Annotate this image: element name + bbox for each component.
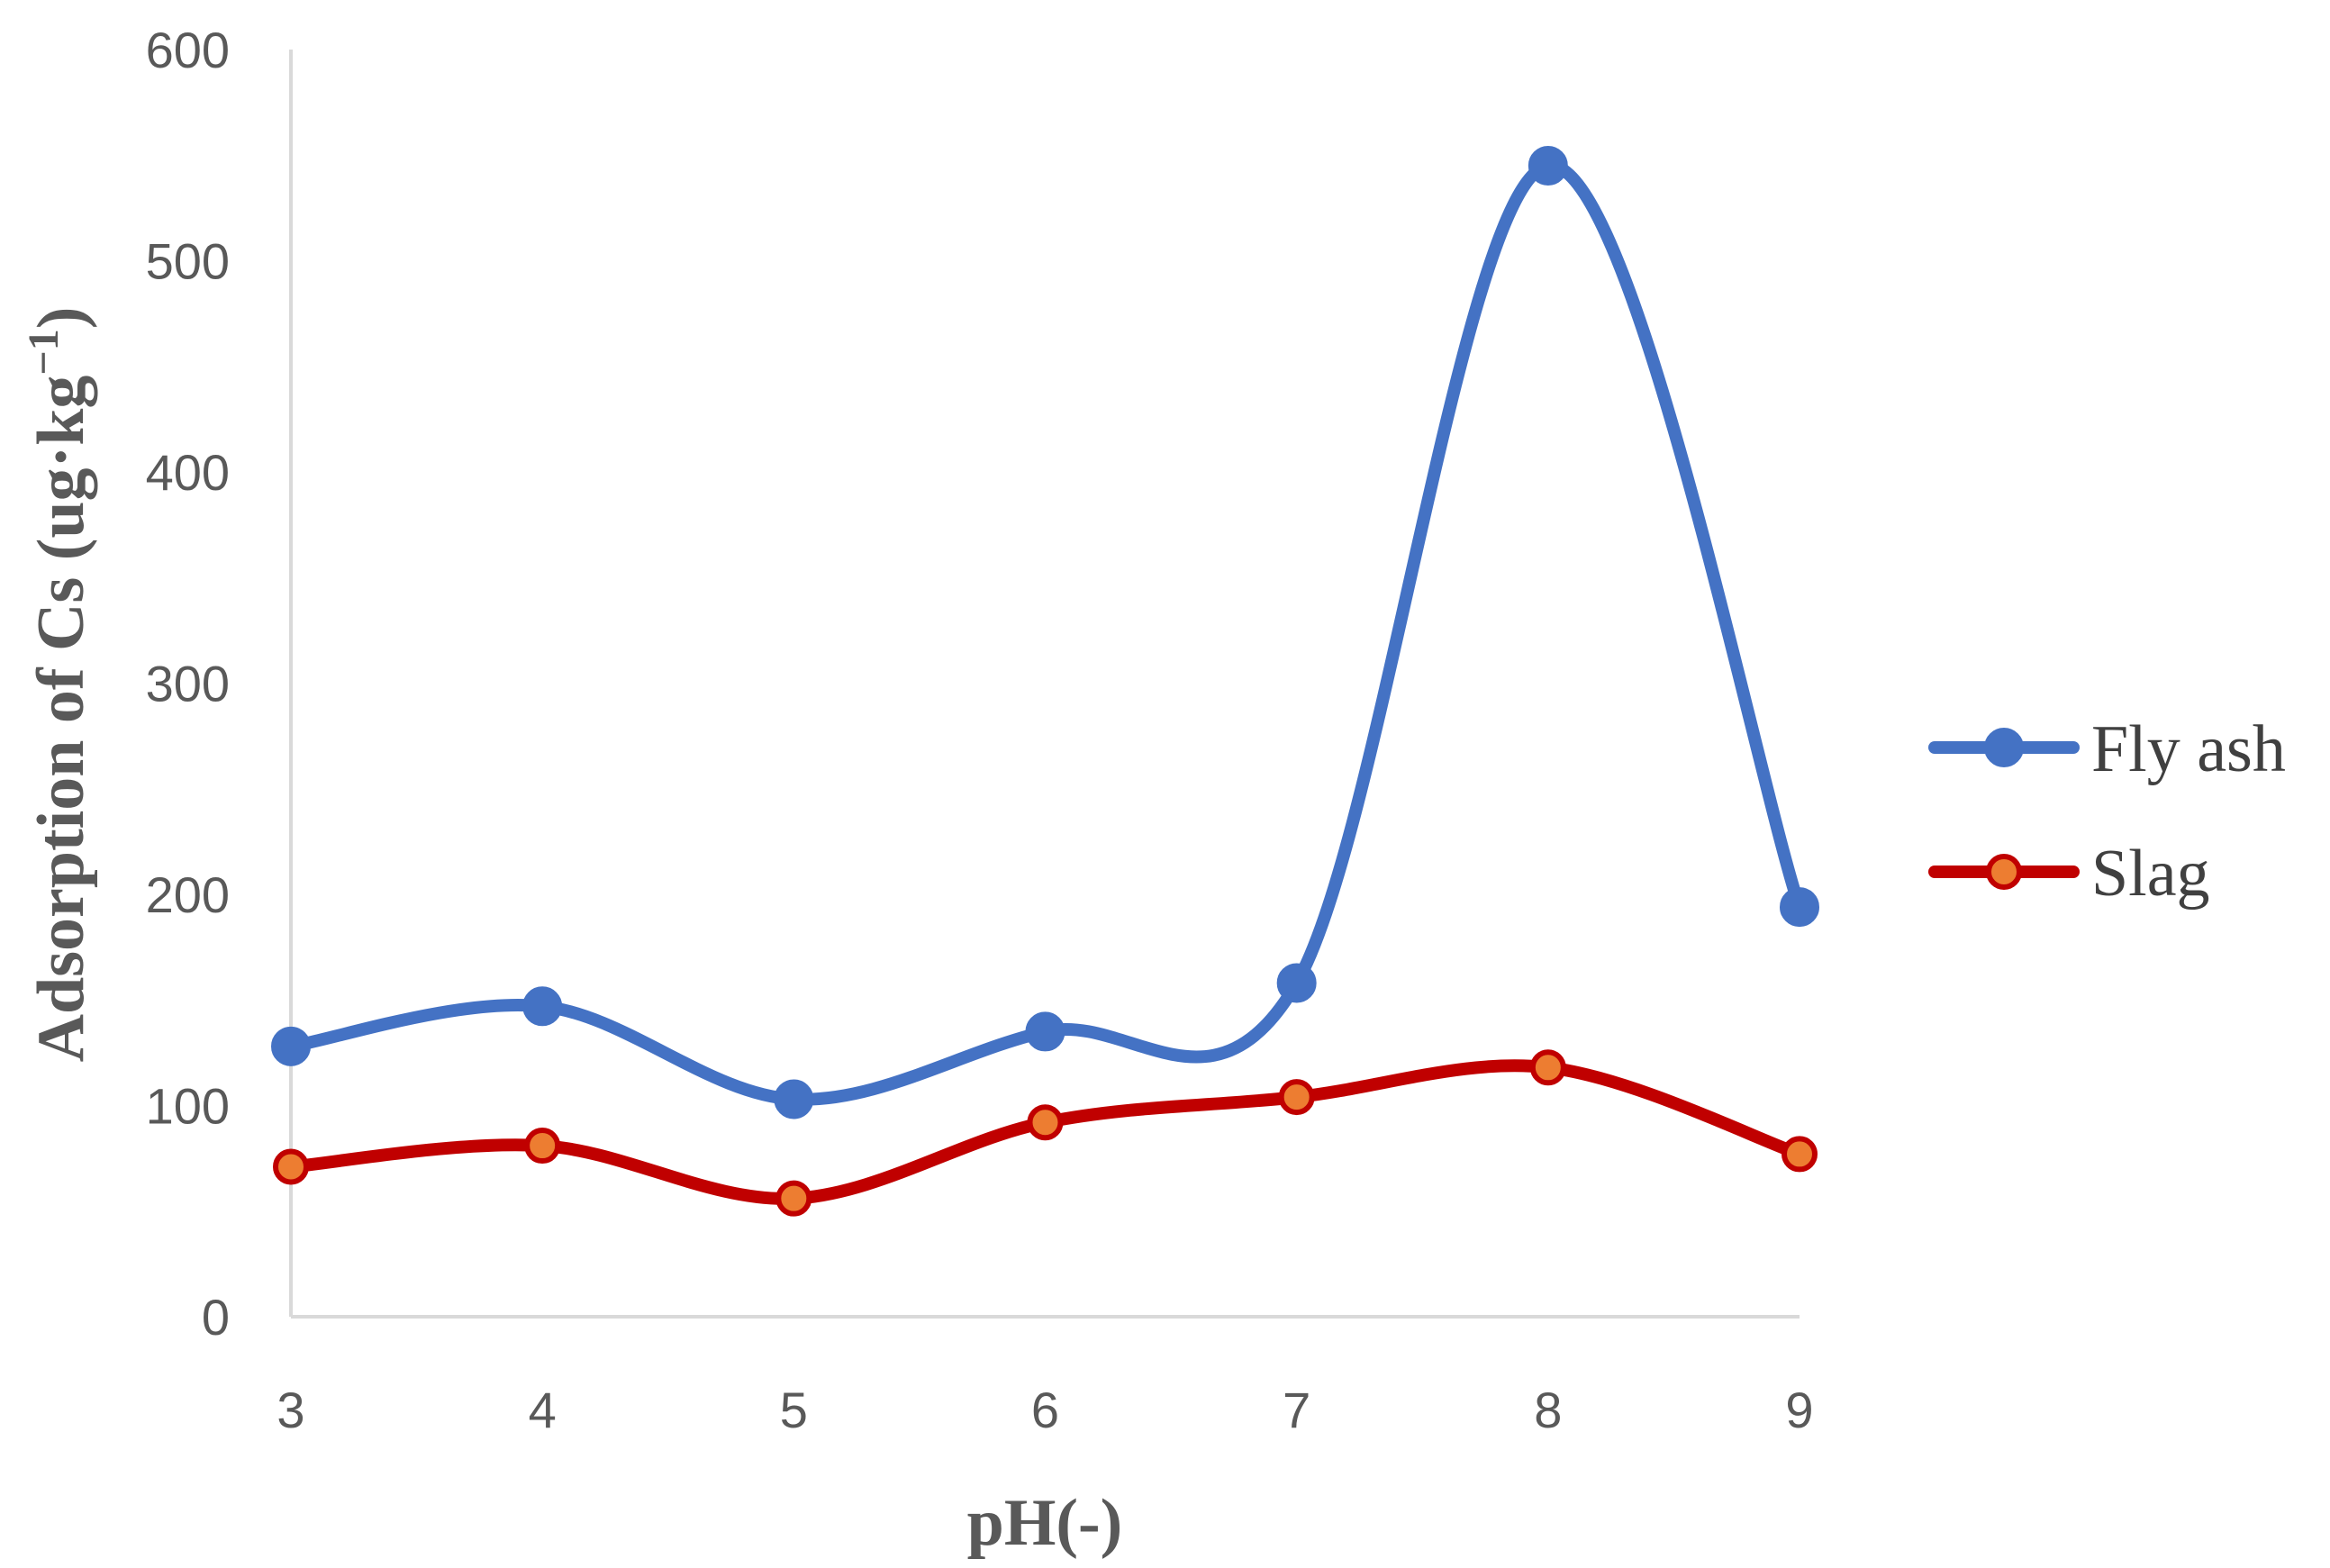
data-point-fly-ash — [271, 1026, 311, 1066]
x-tick-labels: 3 4 5 6 7 8 9 — [277, 1382, 1813, 1438]
axes — [289, 50, 1800, 1319]
x-tick-label: 3 — [277, 1382, 304, 1438]
legend-item-fly-ash: Fly ash — [1928, 712, 2286, 786]
legend-marker-slag — [1986, 854, 2022, 890]
y-tick-label: 300 — [146, 656, 230, 712]
data-point-fly-ash — [1025, 1011, 1065, 1052]
data-point-slag — [273, 1148, 309, 1185]
data-point-fly-ash — [774, 1079, 814, 1119]
series-layer — [271, 145, 1819, 1217]
y-tick-label: 200 — [146, 866, 230, 923]
y-axis-title-close: ) — [24, 307, 98, 330]
x-tick-label: 4 — [529, 1382, 557, 1438]
x-tick-label: 7 — [1283, 1382, 1310, 1438]
y-tick-labels: 0 100 200 300 400 500 600 — [146, 22, 230, 1346]
data-point-fly-ash — [1780, 887, 1819, 928]
y-tick-label: 100 — [146, 1078, 230, 1135]
y-tick-label: 400 — [146, 444, 230, 501]
legend-label-fly-ash: Fly ash — [2091, 712, 2286, 786]
legend-marker-fly-ash — [1984, 728, 2024, 767]
legend-label-slag: Slag — [2091, 837, 2210, 911]
data-point-fly-ash — [522, 986, 563, 1027]
x-tick-label: 6 — [1031, 1382, 1059, 1438]
x-tick-label: 9 — [1785, 1382, 1813, 1438]
y-axis-title: Adsorption of Cs (ug·kg−1) — [20, 307, 98, 1063]
data-point-slag — [1529, 1049, 1566, 1086]
y-axis-title-superscript: −1 — [20, 329, 68, 375]
data-point-slag — [1027, 1104, 1064, 1141]
legend: Fly ash Slag — [1928, 712, 2286, 911]
data-point-slag — [524, 1128, 561, 1165]
legend-item-slag: Slag — [1928, 837, 2210, 911]
y-tick-label: 500 — [146, 233, 230, 290]
data-point-fly-ash — [1528, 145, 1568, 186]
x-tick-label: 8 — [1534, 1382, 1562, 1438]
y-axis-title-text: Adsorption of Cs (ug·kg — [24, 376, 98, 1063]
x-axis-title: pH(-) — [967, 1486, 1123, 1560]
data-point-slag — [1278, 1079, 1315, 1116]
data-point-fly-ash — [1276, 963, 1317, 1003]
data-point-slag — [775, 1180, 812, 1217]
y-tick-label: 0 — [202, 1289, 230, 1346]
series-fly-ash — [271, 145, 1819, 1119]
series-slag — [273, 1049, 1818, 1217]
y-tick-label: 600 — [146, 22, 230, 78]
data-point-slag — [1781, 1136, 1818, 1173]
x-tick-label: 5 — [780, 1382, 808, 1438]
series-line-fly-ash — [285, 159, 1806, 1106]
